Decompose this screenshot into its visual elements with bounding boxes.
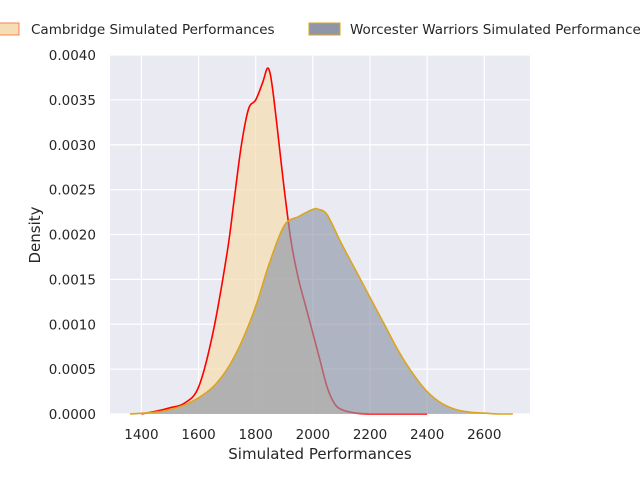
y-tick-label: 0.0025 bbox=[49, 183, 96, 199]
y-tick-label: 0.0010 bbox=[49, 317, 96, 333]
x-tick-label: 2400 bbox=[410, 427, 444, 443]
x-tick-label: 1800 bbox=[239, 427, 273, 443]
y-tick-label: 0.0000 bbox=[49, 407, 96, 423]
y-axis-label: Density bbox=[26, 206, 44, 263]
x-tick-labels: 1400 1600 1800 2000 2200 2400 2600 bbox=[124, 427, 501, 443]
y-tick-label: 0.0015 bbox=[49, 272, 96, 288]
legend-label-worcester: Worcester Warriors Simulated Performance… bbox=[350, 22, 640, 38]
y-tick-label: 0.0020 bbox=[49, 228, 96, 244]
y-tick-labels: 0.0000 0.0005 0.0010 0.0015 0.0020 0.0025 0.00… bbox=[49, 48, 96, 423]
density-areas bbox=[129, 67, 513, 415]
y-tick-label: 0.0035 bbox=[49, 93, 96, 109]
x-tick-label: 1400 bbox=[124, 427, 158, 443]
density-line-worcester bbox=[129, 207, 513, 415]
x-axis-label: Simulated Performances bbox=[228, 445, 412, 463]
density-fill-worcester bbox=[130, 208, 513, 414]
legend-swatch-cambridge bbox=[0, 22, 20, 36]
x-tick-label: 1600 bbox=[181, 427, 215, 443]
legend-label-cambridge: Cambridge Simulated Performances bbox=[31, 22, 275, 38]
x-tick-label: 2200 bbox=[353, 427, 387, 443]
y-tick-label: 0.0030 bbox=[49, 138, 96, 154]
legend: Cambridge Simulated Performances Worcest… bbox=[0, 22, 640, 38]
y-tick-label: 0.0005 bbox=[49, 362, 96, 378]
x-tick-label: 2600 bbox=[467, 427, 501, 443]
x-tick-label: 2000 bbox=[296, 427, 330, 443]
y-tick-label: 0.0040 bbox=[49, 48, 96, 64]
legend-swatch-worcester bbox=[308, 22, 341, 36]
